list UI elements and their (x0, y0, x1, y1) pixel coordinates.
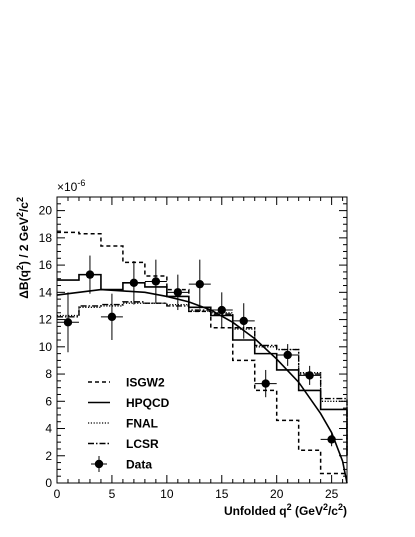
data-points-layer (57, 255, 343, 447)
y-tick-label: 0 (45, 476, 52, 490)
y-tick-label: 2 (45, 449, 52, 463)
series-line-lcsr (57, 301, 348, 458)
data-point (188, 259, 211, 309)
x-axis-label: Unfolded q2 (GeV2/c2) (224, 502, 347, 518)
series-line-isgw2 (57, 231, 347, 475)
data-point (254, 369, 277, 398)
data-marker (261, 379, 270, 388)
legend-marker (94, 459, 104, 469)
data-point (276, 344, 299, 366)
data-point (78, 255, 101, 294)
y-tick-label: 20 (39, 204, 53, 218)
axes-layer: 0 5 10 15 20 25 0 2 4 6 8 10 12 14 16 18 20 ×10-6 (39, 178, 348, 501)
data-marker (107, 312, 117, 322)
y-tick-label: 4 (45, 422, 52, 436)
data-point (100, 293, 123, 340)
data-point (57, 292, 79, 353)
legend-label: Data (126, 458, 152, 472)
data-point (320, 432, 343, 447)
data-point (232, 303, 255, 339)
data-marker (173, 288, 183, 297)
axis-labels: Unfolded q2 (GeV2/c2) ΔB(q2) / 2 GeV2/c2 (15, 197, 347, 518)
data-marker (283, 350, 292, 360)
x-tick-label: 15 (215, 487, 229, 501)
x-tick-label: 0 (54, 487, 61, 501)
series-line-fnal (57, 302, 348, 454)
y-tick-label: 18 (39, 231, 53, 245)
data-marker (129, 278, 139, 287)
legend-item-data: Data (91, 456, 152, 472)
x-tick-label: 5 (109, 487, 116, 501)
data-point (210, 292, 233, 328)
data-marker (327, 435, 336, 444)
legend-label: LCSR (126, 437, 159, 451)
data-marker (239, 316, 248, 326)
legend-item-lcsr: LCSR (88, 437, 159, 451)
data-marker (85, 270, 95, 279)
legend-item-hpqcd: HPQCD (88, 396, 170, 410)
series-line-hpqcd-fit (56, 288, 348, 484)
data-point (166, 274, 189, 311)
y-tick-label: 10 (39, 340, 53, 354)
series-layer (56, 231, 348, 484)
y-tick-label: 14 (39, 285, 53, 299)
y-tick-label: 8 (45, 367, 52, 381)
data-marker (63, 318, 73, 327)
data-point (298, 365, 321, 385)
x-tick-label: 25 (325, 487, 339, 501)
series-line-hpqcd (57, 273, 348, 456)
data-point (144, 259, 167, 304)
data-marker (195, 279, 205, 289)
legend-item-fnal: FNAL (88, 417, 158, 431)
data-marker (151, 277, 161, 286)
y-axis-label: ΔB(q2) / 2 GeV2/c2 (15, 197, 31, 299)
data-marker (217, 305, 226, 315)
y-scale-multiplier: ×10-6 (57, 178, 85, 194)
data-marker (305, 371, 314, 380)
legend-label: FNAL (126, 417, 158, 431)
x-tick-label: 10 (160, 487, 174, 501)
x-tick-label: 20 (270, 487, 284, 501)
legend: ISGW2 HPQCD FNAL LCSR Data (88, 376, 170, 472)
y-tick-label: 12 (39, 313, 53, 327)
legend-label: HPQCD (126, 396, 170, 410)
legend-item-isgw2: ISGW2 (88, 376, 165, 390)
y-tick-label: 16 (39, 258, 53, 272)
legend-label: ISGW2 (126, 376, 165, 390)
y-tick-label: 6 (45, 394, 52, 408)
data-point (122, 261, 145, 305)
